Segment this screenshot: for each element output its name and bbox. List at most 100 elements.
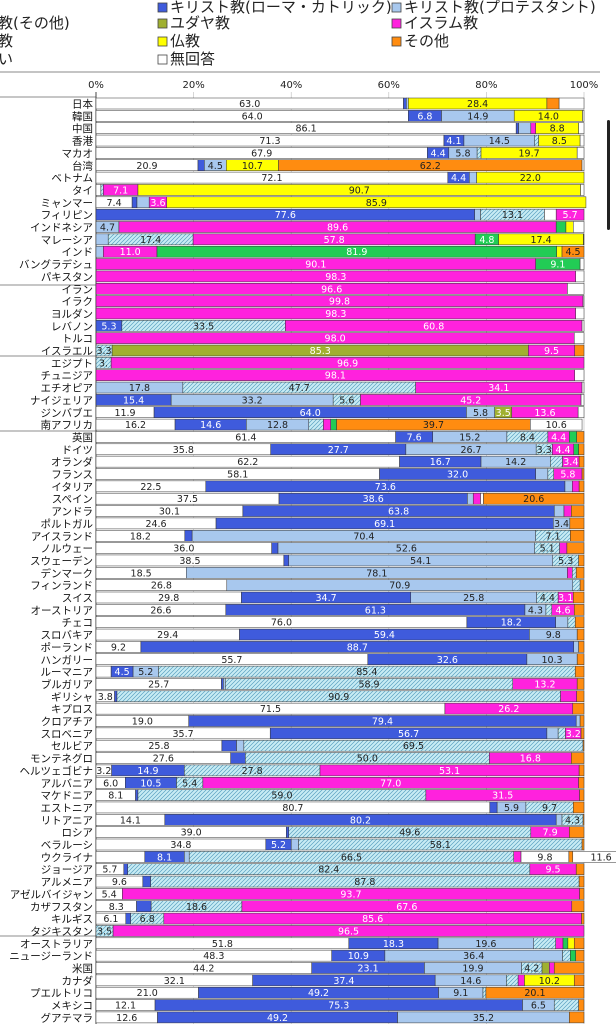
data-label: 64.0 bbox=[300, 408, 321, 419]
data-label: 4.5 bbox=[115, 667, 130, 678]
scrollbar[interactable] bbox=[604, 0, 614, 1024]
bar-segment-other_christian bbox=[567, 616, 576, 628]
bar-segment-other bbox=[582, 739, 585, 752]
data-label: 45.2 bbox=[460, 395, 481, 406]
data-label: 33.2 bbox=[242, 395, 263, 406]
category-label: 香港 bbox=[72, 136, 93, 148]
data-label: 23.1 bbox=[357, 964, 378, 975]
data-label: 26.7 bbox=[460, 445, 481, 456]
bar-segment-islam bbox=[559, 542, 568, 554]
category-label: カザフスタン bbox=[30, 901, 93, 913]
data-label: 34.8 bbox=[170, 840, 191, 851]
bar-segment-buddhist bbox=[166, 196, 587, 209]
bar-segment-other bbox=[571, 505, 585, 517]
data-label: 34.1 bbox=[488, 383, 509, 394]
data-label: 44.2 bbox=[193, 964, 214, 975]
bar-segment-other bbox=[573, 604, 585, 616]
bar-segment-noanswer bbox=[567, 283, 585, 295]
data-label: 4.7 bbox=[100, 223, 115, 234]
data-label: 4.2 bbox=[524, 964, 539, 975]
category-label: パキスタン bbox=[41, 271, 93, 283]
data-label: 98.3 bbox=[325, 272, 346, 283]
data-label: 4.4 bbox=[451, 173, 466, 184]
bar-segment-noanswer bbox=[530, 418, 583, 431]
bar-segment-noanswer bbox=[581, 320, 585, 332]
bar-segment-protestant bbox=[518, 122, 532, 134]
bar-segment-none bbox=[95, 184, 102, 196]
data-label: 52.6 bbox=[396, 544, 417, 555]
bar-segment-protestant bbox=[575, 715, 581, 727]
data-label: 11.9 bbox=[114, 408, 135, 419]
bar-segment-catholic bbox=[230, 752, 246, 764]
data-label: 19.9 bbox=[462, 964, 483, 975]
data-label: 85.6 bbox=[362, 914, 383, 925]
data-label: 89.6 bbox=[327, 223, 348, 234]
data-label: 13.2 bbox=[534, 679, 555, 690]
bar-segment-other bbox=[561, 245, 585, 258]
data-label: 35.7 bbox=[173, 729, 194, 740]
data-label: 12.8 bbox=[267, 420, 288, 431]
data-label: 5.6 bbox=[339, 395, 354, 406]
bar-segment-protestant bbox=[555, 616, 569, 628]
data-label: 17.8 bbox=[129, 383, 150, 394]
bar-segment-other bbox=[569, 826, 585, 838]
data-label: 14.6 bbox=[200, 420, 221, 431]
bar-segment-other bbox=[570, 530, 585, 542]
legend-label-hindu: 教 bbox=[0, 32, 13, 50]
scrollbar-thumb[interactable] bbox=[607, 120, 610, 230]
data-label: 60.8 bbox=[423, 321, 444, 332]
bar-segment-catholic bbox=[489, 801, 498, 814]
data-label: 3.2 bbox=[566, 729, 581, 740]
bar-segment-noanswer bbox=[580, 184, 585, 196]
category-label: ハンガリー bbox=[41, 654, 94, 666]
data-label: 19.0 bbox=[132, 717, 153, 728]
data-label: 33.5 bbox=[193, 321, 214, 332]
bar-segment-noanswer bbox=[574, 369, 585, 381]
data-label: 3.4 bbox=[554, 519, 569, 530]
bar-segment-other_christian bbox=[557, 727, 566, 740]
bar-segment-noanswer bbox=[558, 97, 585, 110]
data-label: 4.6 bbox=[555, 605, 570, 616]
bar-segment-protestant bbox=[136, 196, 150, 209]
data-label: 59.0 bbox=[271, 791, 292, 802]
legend-label-none: い bbox=[0, 50, 13, 68]
data-label: 5.8 bbox=[560, 470, 575, 481]
bar-segment-islam bbox=[555, 208, 585, 221]
bar-segment-jewish bbox=[541, 962, 550, 974]
category-label: マカオ bbox=[62, 148, 94, 160]
category-label: スペイン bbox=[52, 494, 93, 506]
bar-segment-islam bbox=[555, 937, 564, 950]
bar-segment-catholic bbox=[114, 690, 118, 703]
bar-segment-catholic bbox=[131, 196, 138, 209]
bar-segment-other bbox=[576, 628, 585, 641]
data-label: 4.3 bbox=[565, 815, 580, 826]
data-label: 67.6 bbox=[396, 902, 417, 913]
bar-segment-noanswer bbox=[572, 851, 616, 863]
bar-segment-other_christian bbox=[506, 974, 519, 987]
bar-segment-other bbox=[485, 986, 585, 999]
data-label: 75.3 bbox=[328, 1001, 349, 1012]
bar-segment-islam bbox=[323, 418, 331, 431]
data-label: 4.1 bbox=[446, 136, 461, 147]
data-label: 35.2 bbox=[473, 1013, 494, 1024]
bar-segment-islam bbox=[563, 505, 572, 517]
data-label: 13.6 bbox=[534, 408, 555, 419]
data-label: 39.0 bbox=[181, 828, 202, 839]
data-label: 7.1 bbox=[545, 531, 560, 542]
legend-label-other: その他 bbox=[404, 32, 449, 50]
data-label: 21.0 bbox=[137, 988, 158, 999]
data-label: 14.5 bbox=[489, 136, 510, 147]
category-label: インド bbox=[62, 247, 94, 259]
data-label: 13.1 bbox=[502, 210, 523, 221]
bar-segment-catholic bbox=[184, 530, 193, 542]
category-label: ベラルーシ bbox=[41, 840, 93, 852]
bar-segment-noanswer bbox=[581, 381, 585, 394]
data-label: 66.5 bbox=[341, 852, 362, 863]
category-label: エジプト bbox=[51, 358, 93, 370]
data-label: 4.5 bbox=[208, 161, 223, 172]
bar-segment-noanswer bbox=[578, 122, 585, 134]
bar-segment-noanswer bbox=[576, 147, 585, 159]
category-label: 米国 bbox=[72, 962, 93, 975]
x-tick-label: 100% bbox=[570, 80, 599, 91]
